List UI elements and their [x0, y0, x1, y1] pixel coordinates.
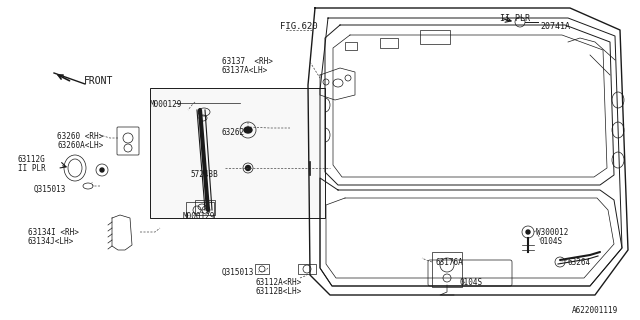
Text: 63262: 63262: [222, 128, 245, 137]
Text: 0104S: 0104S: [460, 278, 483, 287]
Ellipse shape: [244, 127, 252, 133]
Circle shape: [246, 165, 250, 171]
Text: 0104S: 0104S: [540, 237, 563, 246]
Bar: [432, 252, 462, 287]
Bar: [186, 202, 214, 218]
Text: 63264: 63264: [567, 258, 590, 267]
Text: FRONT: FRONT: [84, 76, 113, 86]
Text: 63134I <RH>: 63134I <RH>: [28, 228, 79, 237]
Text: 63112A<RH>: 63112A<RH>: [255, 278, 301, 287]
Text: 63137  <RH>: 63137 <RH>: [222, 57, 273, 66]
Text: M000129: M000129: [150, 100, 182, 109]
Text: 63260 <RH>: 63260 <RH>: [57, 132, 103, 141]
Text: 20741A: 20741A: [540, 22, 570, 31]
Text: FIG.620: FIG.620: [280, 22, 317, 31]
Bar: [298, 264, 316, 274]
Bar: [150, 88, 325, 218]
Text: 63137A<LH>: 63137A<LH>: [222, 66, 268, 75]
Text: 63112G: 63112G: [18, 155, 45, 164]
Text: 63134J<LH>: 63134J<LH>: [28, 237, 74, 246]
Text: 63260A<LH>: 63260A<LH>: [57, 141, 103, 150]
Text: II PLR: II PLR: [18, 164, 45, 173]
Bar: [380, 38, 398, 48]
Circle shape: [526, 230, 530, 234]
Bar: [255, 264, 269, 274]
Text: Q315013: Q315013: [222, 268, 254, 277]
Bar: [195, 200, 215, 215]
Text: M000129: M000129: [183, 212, 216, 221]
Text: 63176A: 63176A: [436, 258, 464, 267]
Text: 63112B<LH>: 63112B<LH>: [255, 287, 301, 296]
Circle shape: [100, 168, 104, 172]
Bar: [345, 42, 357, 50]
Text: W300012: W300012: [536, 228, 568, 237]
Text: Q315013: Q315013: [34, 185, 67, 194]
Text: 57243B: 57243B: [190, 170, 218, 179]
Bar: [420, 30, 450, 44]
Text: A622001119: A622001119: [572, 306, 618, 315]
Text: II PLR: II PLR: [500, 14, 530, 23]
